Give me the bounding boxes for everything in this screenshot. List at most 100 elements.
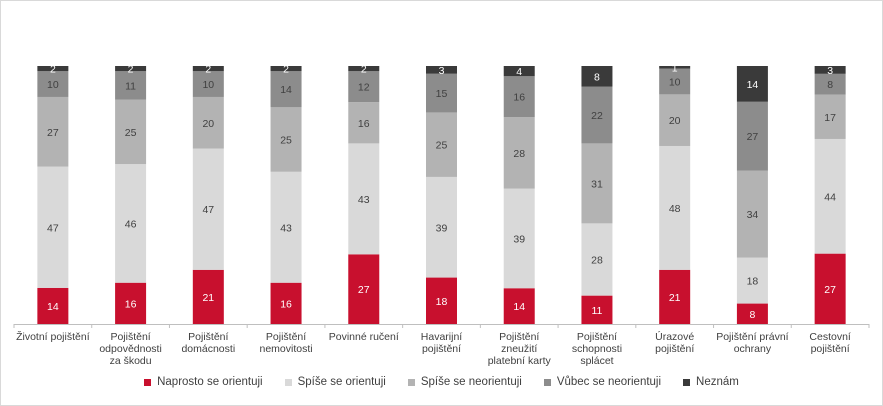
bar-segment [426,73,457,113]
bar-segment [37,66,69,72]
bar-segment [503,66,535,77]
bar-segment [659,68,691,95]
legend-swatch [543,378,551,386]
data-label: 28 [513,148,525,160]
data-label: 39 [513,233,525,245]
bar-segment [426,277,457,324]
bar-segment [37,96,69,167]
bar-segment [814,73,846,95]
bar-segment [503,188,535,289]
bar-segment [426,66,457,74]
legend-item: Vůbec se neorientuji [543,376,661,388]
data-label: 43 [358,194,370,206]
bar-segment [581,86,613,144]
bar-segment [192,269,224,324]
data-label: 10 [669,76,681,88]
chart-legend: Naprosto se orientuji Spíše se orientuji S… [0,376,883,388]
bar-segment [736,303,768,324]
data-label: 16 [358,118,370,130]
bar-segment [736,170,768,258]
data-label: 18 [747,276,759,288]
bar-segment [192,71,224,97]
bar-segment [503,288,535,324]
legend-label: Spíše se orientuji [297,376,386,388]
data-label: 8 [594,71,600,83]
legend-item: Spíše se orientuji [284,376,386,388]
data-label: 14 [47,301,59,313]
data-label: 21 [669,292,681,304]
legend-label: Spíše se neorientuji [420,376,522,388]
legend-item: Naprosto se orientuji [144,376,263,388]
bar-segment [115,71,147,100]
bar-segment [814,66,846,74]
data-label: 10 [47,79,59,91]
bar-segment [736,101,768,171]
legend-swatch [683,378,691,386]
bar-segment [426,112,457,177]
category-label: Pojištění schopnosti splácet [572,331,622,367]
bar-segment [814,94,846,139]
data-label: 18 [436,296,448,308]
bar-segment [270,282,302,324]
data-label: 3 [439,65,445,77]
data-label: 16 [280,298,292,310]
bar-segment [348,71,380,103]
bar-segment [270,71,302,108]
data-label: 4 [516,66,522,78]
data-label: 11 [125,80,136,92]
bar-segment [115,164,147,283]
category-label: Pojištění domácnosti [181,331,235,355]
data-label: 46 [125,218,137,230]
legend-swatch [407,378,415,386]
data-label: 11 [592,305,603,317]
bar-segment [115,282,147,324]
data-label: 27 [358,284,370,296]
category-label: Povinné ručení [329,331,399,343]
bar-segment [348,102,380,144]
data-label: 27 [747,131,759,143]
data-label: 16 [513,92,525,104]
legend-label: Neznám [696,376,739,388]
bar-segment [270,66,302,72]
data-label: 17 [824,112,836,124]
bar-segment [581,295,613,324]
bar-segment [348,143,380,255]
data-label: 10 [202,79,214,91]
bar-segment [348,66,380,72]
data-label: 2 [283,64,289,76]
bar-segment [192,148,224,270]
data-label: 3 [827,65,833,77]
data-label: 47 [202,204,214,216]
bar-segment [37,287,69,324]
legend-swatch [284,378,292,386]
bar-segment [115,99,147,165]
bar-segment [659,66,691,69]
data-label: 14 [513,301,525,313]
data-label: 14 [747,79,759,91]
data-label: 28 [591,255,603,267]
data-label: 2 [361,64,367,76]
category-label: Cestovní pojištění [809,331,851,355]
data-label: 31 [591,178,603,190]
data-label: 39 [436,222,448,234]
bar-segment [115,66,147,72]
data-label: 8 [749,309,755,321]
category-label: Úrazové pojištění [655,330,694,355]
category-label: Pojištění právní ochrany [716,331,788,355]
category-label: Životní pojištění [16,330,90,343]
bar-segment [736,257,768,304]
data-label: 2 [128,64,134,76]
data-label: 34 [747,209,759,221]
data-label: 20 [202,118,214,130]
data-label: 27 [47,127,59,139]
bar-segment [581,223,613,296]
data-label: 25 [436,140,448,152]
bar-segment [426,176,457,278]
legend-swatch [144,378,152,386]
data-label: 25 [125,127,137,139]
bar-segment [659,94,691,146]
bar-segment [348,254,380,324]
bar-segment [503,117,535,189]
data-label: 16 [125,298,137,310]
bar-segment [814,253,846,324]
